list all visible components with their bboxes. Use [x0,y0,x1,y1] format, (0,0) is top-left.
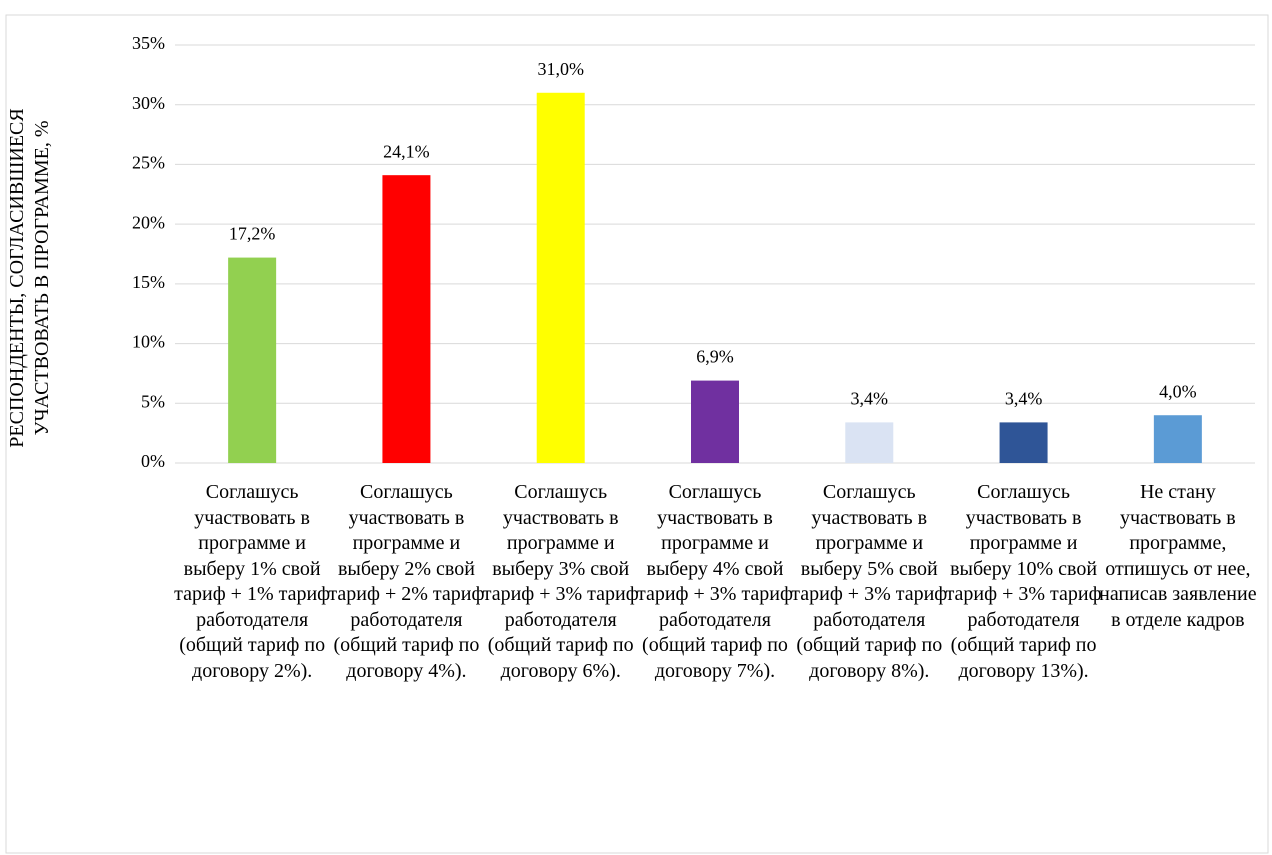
chart-border [5,14,1269,854]
data-label: 6,9% [696,347,734,367]
x-tick-label: Соглашусь участвовать в программе и выбе… [174,481,331,682]
x-tick-label: Соглашусь участвовать в программе и выбе… [791,481,948,682]
bar [382,175,431,464]
y-tick-label: 0% [141,451,165,471]
x-tick-label-box: Соглашусь участвовать в программе и выбе… [328,481,485,682]
data-label: 4,0% [1159,381,1197,401]
x-tick-label-box: Соглашусь участвовать в программе и выбе… [174,481,331,682]
data-label: 3,4% [1005,389,1043,409]
y-tick-label: 5% [141,391,165,411]
x-tick-label: Соглашусь участвовать в программе и выбе… [945,481,1102,682]
x-tick-label-box: Соглашусь участвовать в программе и выбе… [482,481,639,682]
x-tick-label: Соглашусь участвовать в программе и выбе… [636,481,793,682]
y-tick-label: 25% [132,153,165,173]
bar [228,257,277,463]
bar [999,422,1048,463]
bar [691,380,739,463]
y-tick-label: 10% [132,332,165,352]
x-tick-label: Соглашусь участвовать в программе и выбе… [328,481,485,682]
data-label: 24,1% [383,141,430,161]
bar [1153,415,1202,463]
y-tick-label: 15% [132,272,165,292]
data-label: 3,4% [851,389,889,409]
bar [536,92,585,464]
bar [845,422,894,463]
data-label: 17,2% [229,224,276,244]
y-axis-label: РЕСПОНДЕНТЫ, СОГЛАСИВШИЕСЯ УЧАСТВОВАТЬ В… [6,108,53,448]
x-tick-label: Не стану участвовать в программе, отпишу… [1099,481,1257,631]
y-tick-label: 20% [132,212,165,232]
x-tick-label: Соглашусь участвовать в программе и выбе… [482,481,639,682]
x-tick-label-box: Соглашусь участвовать в программе и выбе… [945,481,1102,682]
y-tick-label: 35% [132,33,165,53]
data-label: 31,0% [537,59,584,79]
y-tick-label: 30% [132,93,165,113]
x-tick-label-box: Не стану участвовать в программе, отпишу… [1099,481,1257,631]
x-tick-label-box: Соглашусь участвовать в программе и выбе… [791,481,948,682]
x-tick-label-box: Соглашусь участвовать в программе и выбе… [636,481,793,682]
